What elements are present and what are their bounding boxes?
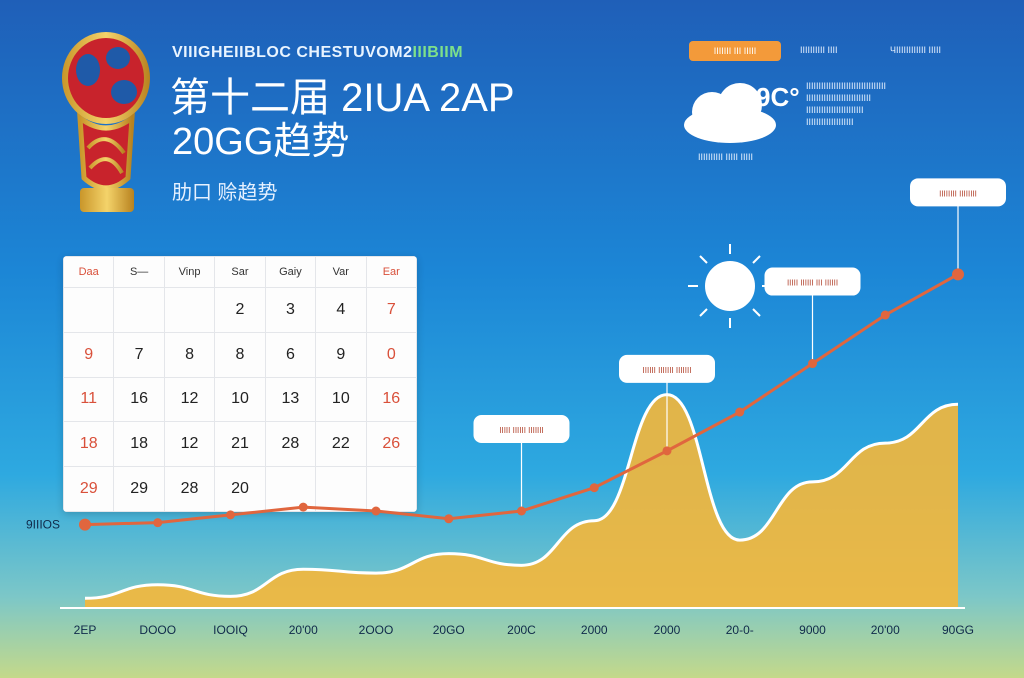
trend-point bbox=[662, 446, 672, 456]
subtitle-part-b: IIIBIIM bbox=[412, 44, 464, 61]
calendar-day-cell[interactable]: 7 bbox=[365, 287, 417, 333]
calendar-day-header: Var bbox=[315, 256, 367, 288]
trend-point bbox=[880, 310, 890, 320]
trend-point bbox=[517, 506, 526, 516]
x-tick-label: 20-0- bbox=[726, 623, 754, 637]
calendar-day-cell[interactable]: 29 bbox=[113, 466, 165, 512]
x-tick-label: 2EP bbox=[74, 623, 97, 637]
x-tick-label: 2000 bbox=[654, 623, 681, 637]
x-tick-label: 90GG bbox=[942, 623, 974, 637]
calendar-day-cell[interactable]: 26 bbox=[365, 421, 417, 468]
calendar-day-cell[interactable]: 10 bbox=[214, 376, 266, 423]
area-series bbox=[85, 394, 958, 608]
calendar-day-cell[interactable]: 8 bbox=[214, 331, 266, 378]
y-start-label: 9IIIOS bbox=[26, 518, 60, 532]
annotation-box bbox=[473, 415, 570, 443]
calendar-week-row: 29 29 28 20 bbox=[63, 466, 417, 512]
calendar-day-header: Gaiy bbox=[264, 256, 317, 288]
annotation-box bbox=[764, 267, 861, 296]
cloud-icon bbox=[684, 83, 776, 143]
annotation-box bbox=[619, 354, 715, 383]
world-cup-trophy-logo bbox=[62, 32, 150, 212]
weather-caption: IIIIIIIIII IIIII IIIII bbox=[698, 152, 754, 162]
trend-point bbox=[153, 518, 163, 528]
x-tick-label: 2000 bbox=[581, 623, 608, 637]
info-line: IIIIIIIIIIIIIIIIIIIIIIIIII bbox=[806, 93, 872, 103]
calendar-day-cell[interactable]: 7 bbox=[113, 331, 165, 378]
x-tick-label: 2OOO bbox=[359, 623, 394, 637]
info-line: IIIIIIIIIIIIIIIIIIIIIII bbox=[806, 105, 864, 115]
x-tick-label: 200C bbox=[507, 623, 536, 637]
calendar-day-header: S— bbox=[113, 256, 165, 288]
legend-pill: IIIIIII III IIIII bbox=[689, 41, 781, 61]
x-tick-label: 9000 bbox=[799, 623, 826, 637]
main-title-line2: 20GG趋势 bbox=[172, 121, 350, 163]
info-lines: IIIIIIIIIIIIIIIIIIIIIIIIIIIIIIII IIIIIII… bbox=[806, 80, 886, 128]
x-tick-label: 20'00 bbox=[871, 623, 900, 637]
trend-point bbox=[589, 483, 599, 493]
subtitle-part-a: VIIIGHEIIBLOC CHESTUVOM2 bbox=[172, 44, 413, 61]
x-tick-label: IOOIQ bbox=[213, 623, 248, 637]
calendar-day-cell[interactable] bbox=[365, 466, 417, 512]
info-line: IIIIIIIIIIIIIIIIIIIIIIIIIIIIIIII bbox=[806, 81, 887, 91]
trend-point bbox=[444, 514, 454, 524]
main-title-line1: 第十二届 2IUA 2AP bbox=[170, 76, 515, 120]
calendar-day-cell[interactable]: 16 bbox=[365, 376, 417, 423]
calendar-table: Daa S— Vinp Sar Gaiy Var Ear 2 3 4 7 9 7 8 8 6 9 0 11 16 12… bbox=[63, 256, 417, 512]
calendar-day-cell[interactable]: 11 bbox=[63, 376, 115, 423]
calendar-day-cell[interactable]: 9 bbox=[315, 331, 367, 378]
annotation-label: IIIIII IIIIIII IIIIIII bbox=[643, 366, 692, 375]
trend-point bbox=[808, 359, 817, 369]
sun-icon bbox=[688, 244, 772, 328]
sub-title: 肋口 赊趋势 bbox=[172, 182, 278, 204]
calendar-day-cell[interactable]: 20 bbox=[214, 466, 266, 512]
calendar-day-header: Daa bbox=[63, 256, 115, 288]
calendar-day-cell[interactable]: 6 bbox=[264, 331, 317, 378]
calendar-day-cell[interactable]: 22 bbox=[315, 421, 367, 468]
area-series-outline bbox=[84, 393, 959, 600]
calendar-day-cell[interactable]: 4 bbox=[315, 287, 367, 333]
annotation-label: IIIII IIIIII III IIIIII bbox=[787, 279, 838, 288]
calendar-day-cell[interactable]: 29 bbox=[63, 466, 115, 512]
calendar-day-cell[interactable]: 28 bbox=[264, 421, 317, 468]
x-tick-label: 20GO bbox=[433, 623, 465, 637]
weather-temperature: 9C° bbox=[756, 82, 800, 112]
annotation-box bbox=[910, 178, 1006, 207]
calendar-day-cell[interactable]: 28 bbox=[163, 466, 216, 512]
trend-point bbox=[226, 510, 235, 520]
calendar-day-cell[interactable]: 8 bbox=[163, 331, 216, 378]
english-subtitle: VIIIGHEIIBLOC CHESTUVOM2IIIBIIM bbox=[172, 44, 463, 62]
calendar-day-cell[interactable]: 10 bbox=[315, 376, 367, 423]
calendar-day-cell[interactable]: 0 bbox=[365, 331, 417, 378]
x-tick-label: 20'00 bbox=[289, 623, 318, 637]
calendar-day-header: Vinp bbox=[163, 256, 216, 288]
calendar-day-header: Ear bbox=[365, 256, 417, 288]
trend-point bbox=[735, 407, 745, 417]
calendar-header-row: Daa S— Vinp Sar Gaiy Var Ear bbox=[63, 256, 417, 288]
trend-point bbox=[79, 518, 91, 531]
calendar-week-row: 11 16 12 10 13 10 16 bbox=[63, 376, 417, 423]
calendar-day-cell[interactable]: 13 bbox=[264, 376, 317, 423]
calendar-panel: Daa S— Vinp Sar Gaiy Var Ear 2 3 4 7 9 7 8 8 6 9 0 11 16 12… bbox=[63, 256, 417, 512]
calendar-day-cell[interactable] bbox=[163, 287, 216, 333]
x-tick-label: DOOO bbox=[139, 623, 176, 637]
legend-item-3: ЧIIIIIIIIIIII IIIII bbox=[890, 45, 942, 55]
trend-point bbox=[952, 268, 964, 281]
info-line: IIIIIIIIIIIIIIIIIII bbox=[806, 117, 854, 127]
calendar-day-header: Sar bbox=[214, 256, 266, 288]
trend-point bbox=[371, 506, 381, 516]
trend-point bbox=[298, 502, 308, 512]
legend-item-2: IIIIIIIIII IIII bbox=[800, 45, 838, 55]
calendar-day-cell[interactable]: 18 bbox=[113, 421, 165, 468]
calendar-day-cell[interactable] bbox=[113, 287, 165, 333]
calendar-day-cell[interactable]: 16 bbox=[113, 376, 165, 423]
annotation-label: IIIIIIII IIIIIIII bbox=[939, 189, 977, 198]
calendar-day-cell[interactable]: 12 bbox=[163, 376, 216, 423]
annotation-label: IIIII IIIIII IIIIIII bbox=[499, 426, 543, 435]
